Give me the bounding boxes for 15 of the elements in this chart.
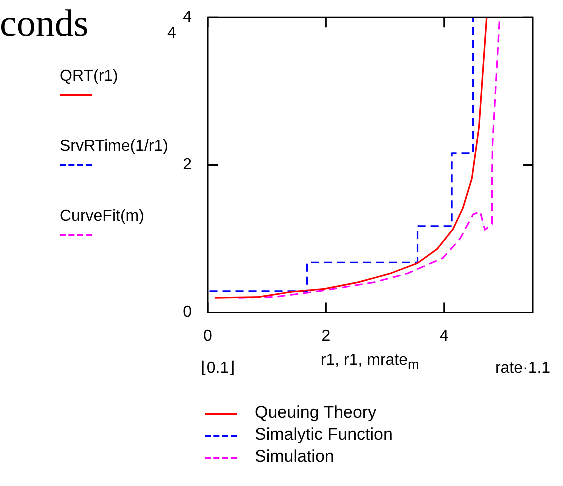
chart-title: conds <box>0 2 89 46</box>
y-tick-label: 0 <box>183 304 192 322</box>
x-tick-label: 2 <box>322 328 331 345</box>
y-tick-label: 2 <box>183 156 192 174</box>
x-axis-title: r1, r1, mrate$_{m}$ <box>320 352 420 372</box>
x-tick-label: 0 <box>204 328 213 345</box>
text: ⌊0.1⌋ <box>200 360 236 378</box>
legend-label: Simulation <box>255 447 334 466</box>
y-tick-label: 4 <box>183 9 192 26</box>
text: QRT(r1) SrvRTime(1/r1) CurveFit(m) <box>60 68 168 225</box>
x-tick-label: 4 <box>440 328 449 345</box>
text: rate·1.1 <box>495 360 551 378</box>
legend-label: Simalytic Function <box>255 425 393 444</box>
text: 4 <box>168 25 177 42</box>
legend-label: Queuing Theory <box>255 403 377 422</box>
